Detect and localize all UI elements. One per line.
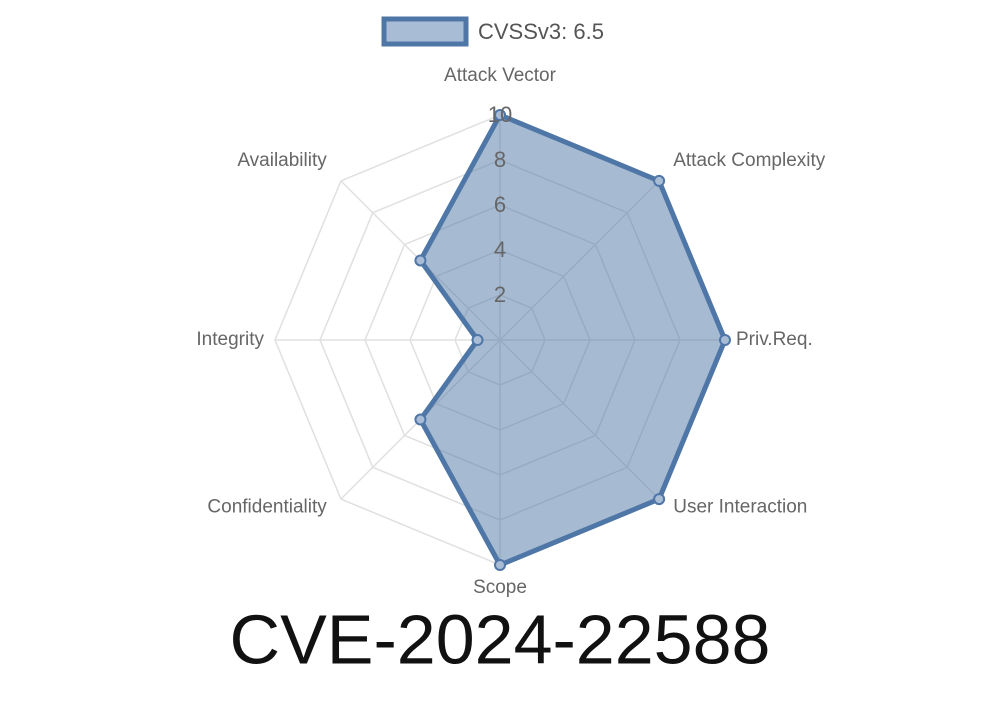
radar-point [653,174,666,187]
axis-label: Confidentiality [207,496,327,517]
tick-label: 8 [494,147,506,172]
radar-point [471,334,484,346]
tick-label: 2 [494,282,506,307]
tick-label: 6 [494,192,506,217]
axis-label: Integrity [196,329,264,350]
axis-label: Scope [473,577,527,598]
axis-label: User Interaction [673,496,807,517]
axis-label: Priv.Req. [736,329,813,350]
radar-point [719,334,731,346]
legend-label: CVSSv3: 6.5 [478,19,604,44]
chart-title: CVE-2024-22588 [230,600,771,678]
radar-point [414,254,427,267]
radar-point [414,413,427,426]
radar-point [653,493,666,506]
axis-label: Attack Vector [444,65,557,86]
radar-point [494,559,506,571]
axis-label: Availability [237,150,327,171]
tick-label: 10 [488,102,512,127]
axis-label: Attack Complexity [673,150,826,171]
tick-label: 4 [494,237,506,262]
radar-point [494,109,506,121]
legend-swatch [381,16,469,47]
